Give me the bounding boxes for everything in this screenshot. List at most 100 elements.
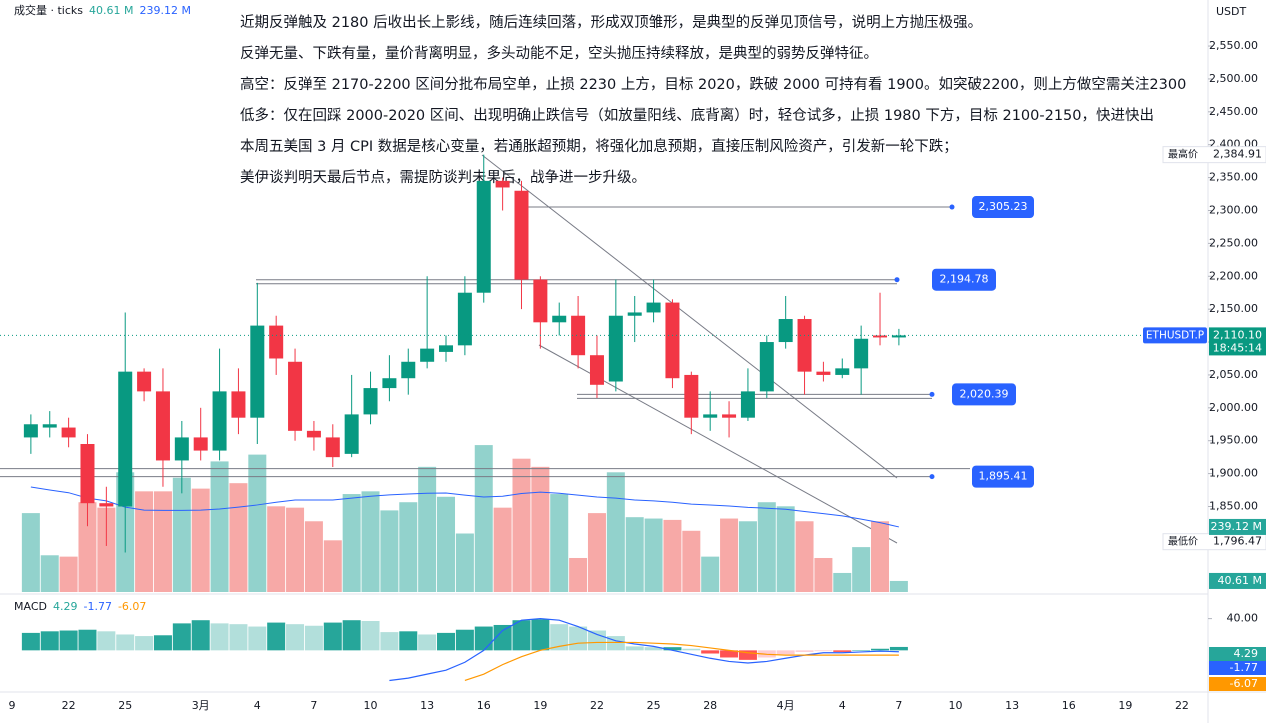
- x-tick-label: 7: [895, 699, 902, 712]
- candle-body: [363, 388, 378, 415]
- annotation-text: 近期反弹触及 2180 后收出长上影线，随后连续回落，形成双顶雏形，是典型的反弹…: [240, 14, 982, 31]
- x-tick-label: 4月: [777, 699, 795, 712]
- candle-body: [155, 391, 170, 461]
- x-tick-label: 16: [1062, 699, 1076, 712]
- volume-ma-line: [30, 486, 900, 528]
- candle-body: [231, 391, 246, 418]
- y-tick-label: 2,250.00: [1209, 236, 1258, 249]
- macd-histogram-bar: [361, 621, 380, 651]
- macd-histogram-bar: [116, 634, 135, 651]
- level-label: 2,020.39: [960, 387, 1009, 400]
- y-tick-label: 1,900.00: [1209, 467, 1258, 480]
- x-tick-label: 19: [1118, 699, 1132, 712]
- volume-bar: [550, 494, 569, 592]
- macd-histogram-bar: [286, 624, 305, 651]
- candle-body: [854, 338, 869, 369]
- volume-bar: [229, 483, 248, 592]
- high-badge: [1162, 146, 1266, 164]
- annotation-text: 美伊谈判明天最后节点，需提防谈判未果后，战争进一步升级。: [240, 168, 646, 186]
- candle-body: [344, 414, 359, 454]
- candle-body: [382, 378, 397, 389]
- last-price-label: 2,110.10: [1213, 328, 1262, 341]
- volume-bar: [625, 517, 644, 592]
- annotation-text: 高空：反弹至 2170-2200 区间分批布局空单，止损 2230 上方，目标 …: [240, 76, 1186, 93]
- y-tick-label: 2,000.00: [1209, 401, 1258, 414]
- candle-body: [439, 345, 454, 352]
- macd-y-tick-label: 40.00: [1227, 612, 1259, 625]
- macd-histogram-bar: [40, 631, 59, 651]
- macd-histogram-bar: [323, 622, 342, 651]
- macd-histogram-bar: [135, 636, 154, 651]
- volume-bar: [682, 530, 701, 592]
- macd-histogram-bar: [304, 625, 323, 651]
- macd-histogram-bar: [852, 650, 871, 651]
- macd-histogram-bar: [569, 626, 588, 651]
- volume-bar: [606, 472, 625, 592]
- level-badge: [972, 196, 1034, 219]
- legend-item: 40.61 M: [89, 4, 133, 17]
- candle-body: [80, 444, 95, 504]
- candle-body: [476, 180, 491, 293]
- level-label: 1,895.41: [979, 470, 1028, 483]
- volume-bar: [757, 502, 776, 592]
- trend-line: [481, 154, 898, 479]
- volume-bar: [21, 513, 40, 592]
- macd-histogram-bar: [418, 634, 437, 651]
- candle-body: [325, 437, 340, 458]
- macd-histogram-bar: [871, 648, 890, 651]
- candle-body: [23, 424, 38, 438]
- volume-bar: [531, 466, 550, 592]
- candle-body: [608, 315, 623, 382]
- candle-body: [401, 361, 416, 379]
- volume-legend: 成交量 · ticks 40.61 M 239.12 M: [14, 3, 191, 17]
- level-anchor: [929, 474, 935, 480]
- volume-bar: [267, 506, 286, 592]
- volume-bar: [210, 461, 229, 592]
- volume-bar: [833, 572, 852, 592]
- volume-bar: [172, 477, 191, 592]
- macd-histogram-bar: [455, 629, 474, 651]
- volume-bar: [78, 502, 97, 592]
- macd-badge-label: -6.07: [1230, 677, 1258, 690]
- macd-histogram-bar: [342, 620, 361, 651]
- volume-bar: [248, 454, 267, 592]
- candle-body: [571, 315, 586, 356]
- macd-histogram-bar: [795, 650, 814, 652]
- candle-body: [873, 335, 888, 338]
- x-tick-label: 22: [1175, 699, 1189, 712]
- x-tick-label: 4: [254, 699, 261, 712]
- macd-histogram-bar: [625, 646, 644, 651]
- macd-histogram-bar: [172, 623, 191, 651]
- candle-body: [684, 374, 699, 418]
- high-name: 最高价: [1168, 148, 1198, 161]
- macd-histogram-bar: [210, 623, 229, 651]
- macd-badge-label: 4.29: [1234, 647, 1259, 660]
- y-tick-label: 1,950.00: [1209, 434, 1258, 447]
- macd-histogram-bar: [738, 650, 757, 660]
- x-tick-label: 22: [590, 699, 604, 712]
- level-anchor: [929, 391, 935, 397]
- macd-histogram-bar: [97, 631, 116, 651]
- candle-body: [816, 371, 831, 375]
- legend-item: -1.77: [83, 600, 111, 613]
- last-price-badge: [1209, 327, 1266, 356]
- candle-body: [665, 302, 680, 379]
- macd-histogram-bar: [512, 620, 531, 651]
- candle-body: [740, 391, 755, 418]
- volume-bar: [701, 556, 720, 592]
- y-tick-label: 2,150.00: [1209, 302, 1258, 315]
- candle-body: [250, 325, 265, 418]
- candle-body: [627, 312, 642, 316]
- volume-bar: [814, 557, 833, 592]
- macd-histogram-bar: [191, 620, 210, 651]
- x-tick-label: 28: [703, 699, 717, 712]
- candle-body: [457, 292, 472, 346]
- candle-body: [835, 368, 850, 375]
- volume-bar: [455, 533, 474, 592]
- candle-body: [137, 371, 152, 392]
- macd-histogram-bar: [720, 650, 739, 658]
- x-tick-label: 10: [364, 699, 378, 712]
- x-tick-label: 10: [949, 699, 963, 712]
- volume-bar: [871, 521, 890, 592]
- high-value-label: 2,384.91: [1213, 148, 1262, 161]
